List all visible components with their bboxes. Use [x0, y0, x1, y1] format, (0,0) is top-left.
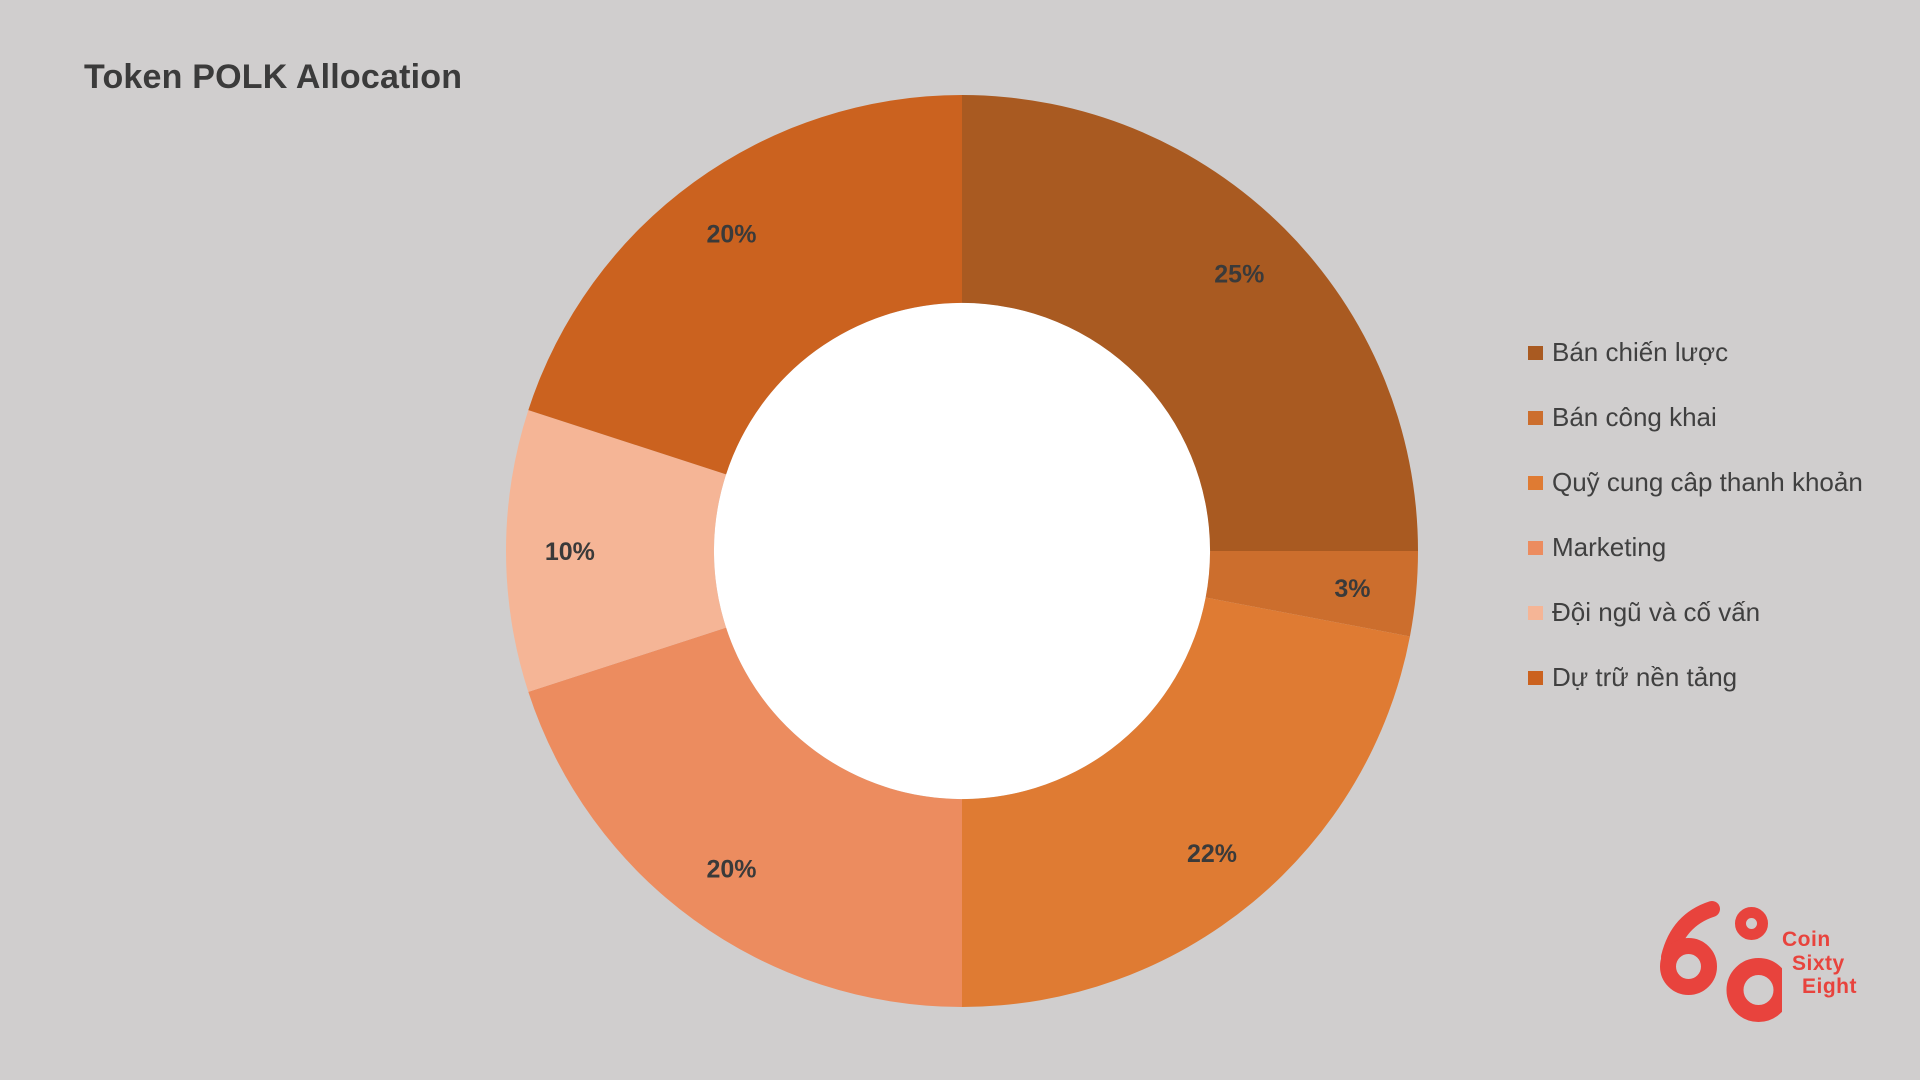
- logo-word-eight: Eight: [1802, 975, 1857, 998]
- legend-swatch: [1528, 540, 1543, 555]
- legend-item: Bán chiến lược: [1528, 320, 1863, 385]
- logo-word-sixty: Sixty: [1792, 951, 1845, 975]
- legend-swatch: [1528, 410, 1543, 425]
- slice-data-label: 22%: [1187, 840, 1237, 868]
- legend-swatch: [1528, 670, 1543, 685]
- donut-slice: [1205, 551, 1418, 637]
- legend-swatch: [1528, 345, 1543, 360]
- donut-slice: [962, 597, 1410, 1007]
- legend-label: Bán công khai: [1552, 402, 1717, 432]
- slice-data-label: 3%: [1334, 575, 1370, 603]
- donut-slice: [528, 95, 962, 475]
- legend-item: Dự trữ nền tảng: [1528, 645, 1863, 710]
- donut-hole: [713, 302, 1211, 800]
- legend-item: Đội ngũ và cố vấn: [1528, 580, 1863, 645]
- legend-item: Bán công khai: [1528, 385, 1863, 450]
- coin68-logo-mark: [1660, 901, 1782, 1022]
- donut-slice: [506, 410, 727, 692]
- legend-label: Đội ngũ và cố vấn: [1552, 597, 1761, 627]
- logo-eight-small-ring: [1735, 907, 1768, 940]
- legend-label: Dự trữ nền tảng: [1552, 662, 1738, 692]
- logo-eight-large-ring: [1726, 958, 1782, 1022]
- logo-word-coin: Coin: [1782, 928, 1831, 951]
- legend-item: Marketing: [1528, 515, 1863, 580]
- logo-six-ring: [1660, 938, 1717, 995]
- legend-swatch: [1528, 475, 1543, 490]
- slice-data-label: 10%: [545, 538, 595, 566]
- slice-data-label: 20%: [706, 221, 756, 249]
- chart-legend: Bán chiến lược Bán công khai Quỹ cung câp …: [1528, 320, 1863, 710]
- slice-data-label: 25%: [1214, 261, 1264, 289]
- coin68-logo: Coin Sixty Eight: [1652, 898, 1892, 1033]
- legend-swatch: [1528, 605, 1543, 620]
- slice-data-label: 20%: [706, 855, 756, 883]
- coin68-logo-text: Coin Sixty Eight: [1782, 928, 1857, 999]
- donut-slice: [528, 627, 962, 1007]
- legend-item: Quỹ cung câp thanh khoản: [1528, 450, 1863, 515]
- legend-label: Marketing: [1552, 532, 1667, 562]
- chart-title: Token POLK Allocation: [84, 58, 463, 96]
- legend-label: Bán chiến lược: [1552, 337, 1729, 367]
- donut-slice: [962, 95, 1418, 551]
- legend-label: Quỹ cung câp thanh khoản: [1552, 467, 1863, 497]
